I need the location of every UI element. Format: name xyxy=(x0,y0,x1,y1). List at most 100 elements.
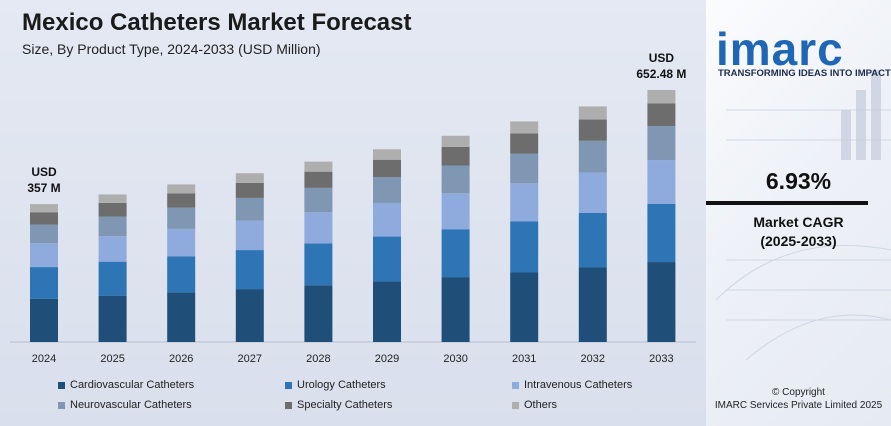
bar-segment-2033-2 xyxy=(647,203,676,263)
legend-swatch-1 xyxy=(58,381,65,389)
chart-title: Mexico Catheters Market Forecast xyxy=(22,9,412,36)
x-tick-label-2029: 2029 xyxy=(375,353,399,365)
legend-swatch-3 xyxy=(512,381,519,389)
bar-segment-2024-2 xyxy=(30,267,58,299)
bar-segment-2025-6 xyxy=(98,194,127,203)
bar-segment-2026-6 xyxy=(167,184,196,194)
bar-segment-2033-1 xyxy=(647,262,676,342)
copyright-block: © Copyright IMARC Services Private Limit… xyxy=(706,386,891,412)
cagr-value: 6.93% xyxy=(765,168,832,194)
imarc-logo: imarc xyxy=(716,23,844,75)
bar-segment-2026-2 xyxy=(167,256,196,293)
bar-segment-2029-4 xyxy=(373,177,401,203)
bar-segment-2028-6 xyxy=(304,161,333,172)
legend-label-5: Specialty Catheters xyxy=(297,399,393,411)
bar-segment-2024-1 xyxy=(30,298,58,342)
bar-segment-2031-6 xyxy=(510,121,539,134)
x-tick-label-2028: 2028 xyxy=(306,353,330,365)
bar-segment-2031-2 xyxy=(510,221,539,273)
legend-item-2: Urology Catheters xyxy=(285,379,386,391)
copyright-line2: IMARC Services Private Limited 2025 xyxy=(714,400,883,411)
x-tick-label-2033: 2033 xyxy=(649,353,673,365)
bar-segment-2026-4 xyxy=(167,207,196,229)
bar-segment-2027-6 xyxy=(235,173,264,183)
chart-subtitle: Size, By Product Type, 2024-2033 (USD Mi… xyxy=(22,41,321,57)
bar-segment-2030-5 xyxy=(441,146,470,166)
bar-segment-2027-3 xyxy=(235,220,264,251)
bar-segment-2028-2 xyxy=(304,243,333,286)
bar-segment-2033-3 xyxy=(647,160,676,204)
bar-segment-2032-5 xyxy=(578,119,607,141)
cagr-period: (2025-2033) xyxy=(760,233,837,249)
bar-segment-2025-3 xyxy=(98,236,127,262)
cagr-label: Market CAGR xyxy=(753,214,844,230)
bar-segment-2024-4 xyxy=(30,224,58,244)
bar-segment-2027-1 xyxy=(235,289,264,342)
x-tick-label-2026: 2026 xyxy=(169,353,193,365)
legend-item-4: Neurovascular Catheters xyxy=(58,399,192,411)
side-panel: imarc TRANSFORMING IDEAS INTO IMPACT 6.9… xyxy=(706,0,891,426)
legend-item-3: Intravenous Catheters xyxy=(512,379,632,391)
bar-segment-2033-6 xyxy=(647,90,676,104)
legend-item-1: Cardiovascular Catheters xyxy=(58,379,194,391)
bar-segment-2025-1 xyxy=(98,295,127,342)
bar-segment-2024-5 xyxy=(30,212,58,225)
x-tick-label-2032: 2032 xyxy=(581,353,605,365)
bar-segment-2028-1 xyxy=(304,285,333,342)
annotation-2033-line1: USD xyxy=(649,51,675,65)
bar-segment-2026-1 xyxy=(167,292,196,342)
bar-segment-2033-4 xyxy=(647,126,676,161)
annotation-2024-line2: 357 M xyxy=(27,181,60,195)
legend-label-6: Others xyxy=(524,399,558,411)
bar-segment-2024-3 xyxy=(30,243,58,268)
legend-label-3: Intravenous Catheters xyxy=(524,379,633,391)
legend-label-4: Neurovascular Catheters xyxy=(70,399,192,411)
bar-segment-2030-2 xyxy=(441,229,470,278)
bar-segment-2032-1 xyxy=(578,267,607,342)
bar-segment-2032-6 xyxy=(578,106,607,120)
chart-panel: Mexico Catheters Market Forecast Size, B… xyxy=(0,0,706,426)
bar-segment-2025-2 xyxy=(98,261,127,296)
x-tick-label-2025: 2025 xyxy=(100,353,124,365)
x-tick-label-2030: 2030 xyxy=(443,353,467,365)
bar-segment-2029-1 xyxy=(373,281,401,342)
legend-swatch-6 xyxy=(512,401,519,409)
legend-item-5: Specialty Catheters xyxy=(285,399,392,411)
bar-segment-2030-1 xyxy=(441,277,470,342)
bar-segment-2029-5 xyxy=(373,159,401,178)
bar-segment-2026-3 xyxy=(167,228,196,257)
bar-segment-2030-3 xyxy=(441,193,470,230)
annotation-2033-line2: 652.48 M xyxy=(636,67,686,81)
bar-segment-2031-5 xyxy=(510,133,539,154)
bar-segment-2024-6 xyxy=(30,204,58,213)
x-tick-label-2024: 2024 xyxy=(32,353,56,365)
bar-segment-2028-5 xyxy=(304,171,333,188)
x-tick-label-2027: 2027 xyxy=(238,353,262,365)
bar-segment-2032-2 xyxy=(578,213,607,268)
bar-segment-2030-6 xyxy=(441,135,470,147)
bar-segment-2027-4 xyxy=(235,197,264,221)
bar-segment-2028-4 xyxy=(304,187,333,213)
background-decoration xyxy=(715,70,891,361)
cagr-label-block: Market CAGR (2025-2033) xyxy=(706,213,891,251)
cagr-divider xyxy=(706,201,868,205)
legend-label-2: Urology Catheters xyxy=(297,379,386,391)
bar-segment-2029-6 xyxy=(373,149,401,160)
legend-item-6: Others xyxy=(512,399,557,411)
bar-segment-2030-4 xyxy=(441,165,470,194)
bar-segment-2029-2 xyxy=(373,236,401,282)
bar-segment-2025-5 xyxy=(98,202,127,217)
tagline: TRANSFORMING IDEAS INTO IMPACT xyxy=(718,68,891,79)
bar-segment-2031-1 xyxy=(510,272,539,342)
bar-segment-2033-5 xyxy=(647,103,676,127)
annotation-2024-line1: USD xyxy=(31,165,57,179)
bar-segment-2029-3 xyxy=(373,202,401,237)
bar-segment-2027-2 xyxy=(235,250,264,290)
bar-segment-2032-3 xyxy=(578,172,607,214)
copyright-line1: © Copyright xyxy=(772,387,825,398)
bar-segment-2031-3 xyxy=(510,183,539,222)
stacked-bar-chart: 2024 2025 2026 2027 2028 2029 2030 2031 2032 2033… xyxy=(10,51,696,365)
bar-segment-2025-4 xyxy=(98,216,127,237)
bar-segment-2027-5 xyxy=(235,182,264,198)
bar-segment-2026-5 xyxy=(167,193,196,208)
